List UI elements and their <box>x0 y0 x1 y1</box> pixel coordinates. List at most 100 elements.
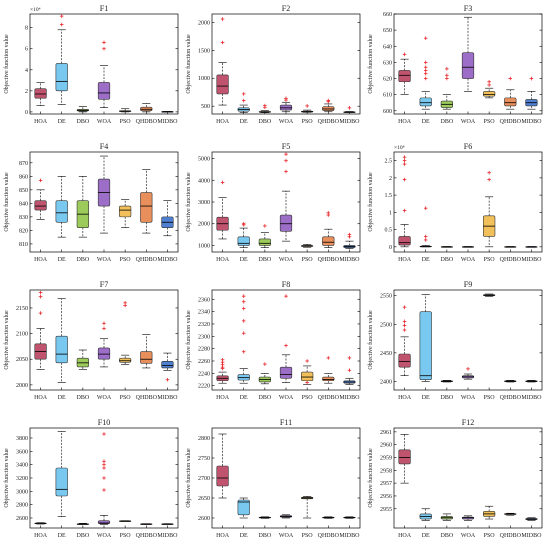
box-dbo <box>76 349 89 370</box>
box-hoa <box>398 155 411 248</box>
box-iqr <box>237 236 250 246</box>
outlier-marker <box>445 73 449 78</box>
box-midbo <box>343 356 356 385</box>
box-qhdbo <box>504 76 517 110</box>
axes-frame <box>211 427 361 529</box>
box-dbo <box>76 106 89 113</box>
box-de <box>237 497 250 519</box>
x-tick-label: PSO <box>484 119 496 125</box>
outlier-marker <box>220 366 225 371</box>
y-tick-label: 2600 <box>16 516 28 522</box>
y-tick-label: 3000 <box>198 200 210 206</box>
box-de <box>237 92 250 113</box>
panel-title: F5 <box>282 142 290 151</box>
box-woa <box>461 367 475 380</box>
outlier-marker <box>508 76 513 81</box>
box-iqr <box>119 205 132 218</box>
box-pso <box>483 293 496 297</box>
outlier-marker <box>402 52 407 57</box>
box-dbo <box>76 523 89 525</box>
outlier-marker <box>347 368 352 373</box>
x-tick-label: DBO <box>441 119 454 125</box>
box-woa <box>461 515 475 521</box>
outlier-marker <box>487 177 491 182</box>
x-tick-label: QHDBO <box>136 119 158 125</box>
box-dbo <box>440 379 453 383</box>
outlier-marker <box>423 234 428 239</box>
y-tick-label: 640 <box>383 44 392 50</box>
y-tick-label: 2360 <box>198 297 210 303</box>
box-iqr <box>216 465 229 487</box>
box-iqr <box>237 499 250 516</box>
y-tick-label: 4000 <box>198 178 210 184</box>
x-tick-label: HOA <box>216 533 230 539</box>
x-tick-label: DE <box>58 257 66 263</box>
x-tick-label: DBO <box>441 395 454 401</box>
panel-title: F12 <box>462 418 474 427</box>
panel-f1: F1 ×10⁴ Objective function value 0 2 4 6 8 HOA DE… <box>3 4 179 125</box>
panel-f3: F3 Objective function value 600 610 620 630 64… <box>367 4 543 125</box>
outlier-marker <box>423 238 428 242</box>
x-tick-label: QHDBO <box>318 395 340 401</box>
x-tick-label: DBO <box>259 119 272 125</box>
y-tick-label: 2260 <box>198 359 210 365</box>
x-tick-label: QHDBO <box>318 257 340 263</box>
y-tick-label: 2400 <box>380 379 392 385</box>
outlier-marker <box>241 299 246 304</box>
x-tick-label: HOA <box>34 119 48 125</box>
outlier-marker <box>241 319 246 323</box>
box-qhdbo <box>504 512 517 516</box>
x-tick-label: DBO <box>441 533 454 539</box>
y-tick-label: 830 <box>19 215 28 221</box>
x-tick-label: HOA <box>398 395 412 401</box>
y-tick-label: 3600 <box>16 449 28 455</box>
y-tick-label: 2957 <box>380 481 392 487</box>
y-tick-label: 2320 <box>198 322 210 328</box>
y-tick-label: 660 <box>383 12 392 18</box>
y-tick-label: 850 <box>19 188 28 194</box>
box-iqr <box>55 467 68 497</box>
y-tick-label: 2000 <box>198 20 210 26</box>
x-tick-label: DE <box>422 119 430 125</box>
x-tick-label: DE <box>422 533 430 539</box>
x-tick-label: HOA <box>216 257 230 263</box>
x-tick-label: HOA <box>216 395 230 401</box>
exponent-label: ×10⁸ <box>394 145 405 151</box>
x-tick-label: HOA <box>398 119 412 125</box>
x-tick-label: DE <box>58 119 66 125</box>
outlier-marker <box>59 14 64 18</box>
box-hoa <box>216 433 229 499</box>
box-midbo <box>525 246 538 248</box>
y-tick-label: 2958 <box>380 468 392 474</box>
x-tick-label: DBO <box>77 257 90 263</box>
y-tick-label: 2050 <box>16 357 28 363</box>
x-tick-label: QHDBO <box>136 533 158 539</box>
y-tick-label: 870 <box>19 161 28 167</box>
outlier-marker <box>326 99 331 104</box>
x-tick-label: QHDBO <box>500 119 522 125</box>
box-pso <box>301 496 314 519</box>
outlier-marker <box>241 349 246 354</box>
y-tick-label: 2240 <box>198 371 210 377</box>
box-iqr <box>55 335 68 364</box>
y-axis-label: Objective function value <box>185 34 192 94</box>
x-tick-label: PSO <box>302 533 314 539</box>
y-tick-label: 630 <box>383 60 392 66</box>
y-tick-label: 0.5 <box>385 228 393 234</box>
box-hoa <box>398 305 411 377</box>
x-tick-label: MIDBO <box>339 395 360 401</box>
x-tick-label: DE <box>240 395 248 401</box>
panel-title: F11 <box>280 418 292 427</box>
x-tick-label: QHDBO <box>318 533 340 539</box>
x-tick-label: DE <box>58 533 66 539</box>
outlier-marker <box>38 178 43 183</box>
x-tick-label: WOA <box>279 395 294 401</box>
axes-frame <box>211 151 361 253</box>
x-tick-label: DE <box>240 119 248 125</box>
panel-f10: F10 Objective function value 2600 2800 3000 3… <box>3 418 179 539</box>
y-axis-label: Objective function value <box>3 172 10 232</box>
box-woa <box>97 321 111 368</box>
box-iqr <box>398 353 411 368</box>
x-tick-label: MIDBO <box>157 533 178 539</box>
box-de <box>55 176 68 238</box>
